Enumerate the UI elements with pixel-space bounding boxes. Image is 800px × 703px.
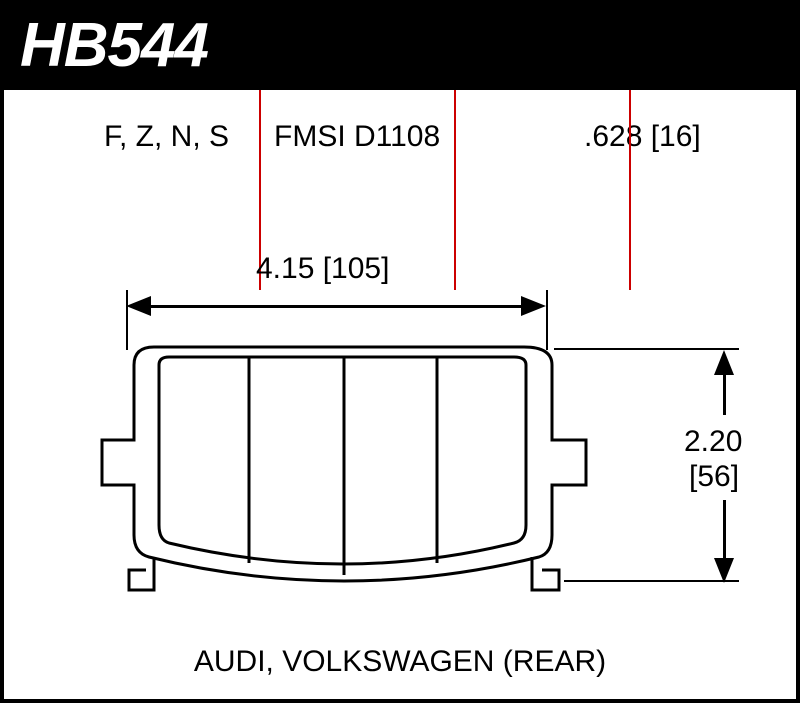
height-line-bot bbox=[723, 500, 726, 560]
diagram-area: 4.15 [105] bbox=[64, 290, 744, 630]
divider-2 bbox=[454, 90, 456, 290]
arrow-right bbox=[521, 296, 546, 316]
content-area: F, Z, N, S FMSI D1108 .628 [16] 4.15 [10… bbox=[0, 90, 800, 703]
ext-line-top bbox=[554, 348, 739, 350]
spec-row: F, Z, N, S FMSI D1108 .628 [16] bbox=[4, 120, 796, 180]
thickness-text: .628 [16] bbox=[584, 120, 701, 154]
fmsi-text: FMSI D1108 bbox=[274, 120, 440, 154]
clip-left bbox=[129, 557, 154, 590]
clip-right bbox=[532, 557, 559, 590]
part-number: HB544 bbox=[20, 10, 208, 81]
width-line bbox=[146, 305, 526, 308]
height-dimension: 2.20 [56] bbox=[634, 350, 754, 590]
height-line-top bbox=[723, 370, 726, 415]
width-label: 4.15 [105] bbox=[256, 252, 389, 286]
compounds-text: F, Z, N, S bbox=[104, 120, 229, 154]
brake-pad-drawing bbox=[94, 335, 594, 615]
height-in: 2.20 bbox=[684, 425, 742, 459]
application-label: AUDI, VOLKSWAGEN (REAR) bbox=[4, 645, 796, 679]
divider-3 bbox=[629, 90, 631, 290]
height-mm: [56] bbox=[689, 460, 739, 494]
width-dimension: 4.15 [105] bbox=[126, 290, 546, 330]
header-bar: HB544 bbox=[0, 0, 800, 90]
ext-line-bot bbox=[564, 580, 739, 582]
